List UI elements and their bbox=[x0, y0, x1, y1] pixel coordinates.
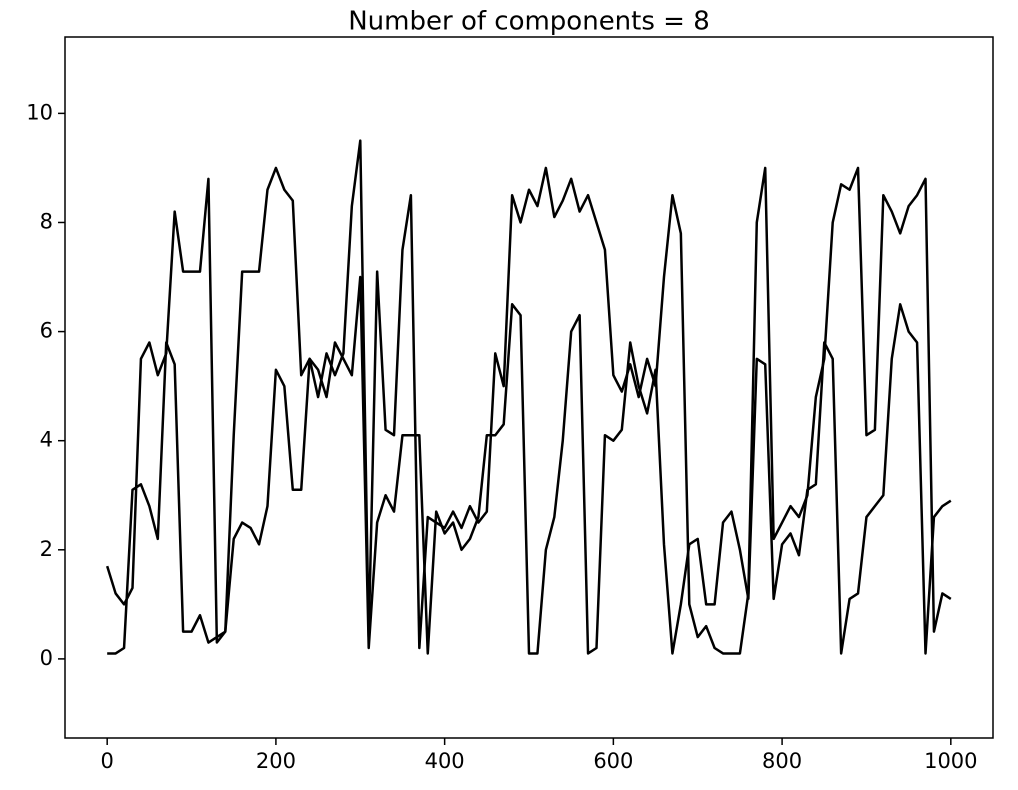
y-tick-label: 0 bbox=[40, 646, 53, 670]
plot-frame bbox=[64, 36, 994, 739]
y-tick-label: 10 bbox=[26, 100, 53, 124]
x-tick-label: 200 bbox=[256, 749, 296, 773]
data-line bbox=[107, 275, 952, 655]
chart-title: Number of components = 8 bbox=[348, 7, 710, 37]
y-tick-label: 6 bbox=[40, 319, 53, 343]
x-tick-label: 400 bbox=[425, 749, 465, 773]
y-tick-label: 2 bbox=[40, 537, 53, 561]
x-tick-label: 1000 bbox=[924, 749, 977, 773]
x-tick-label: 800 bbox=[762, 749, 802, 773]
data-line bbox=[105, 139, 952, 655]
x-tick-label: 0 bbox=[100, 749, 113, 773]
x-tick-label: 600 bbox=[593, 749, 633, 773]
y-tick-label: 4 bbox=[40, 428, 53, 452]
y-tick-label: 8 bbox=[40, 209, 53, 233]
